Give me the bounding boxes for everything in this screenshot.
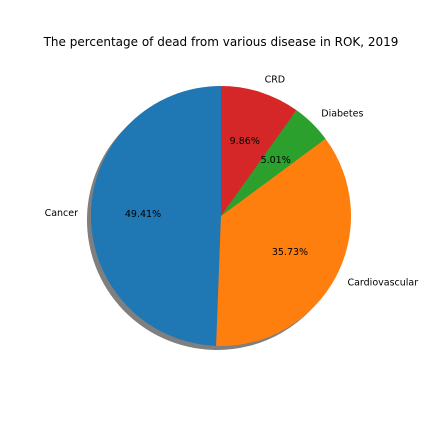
- pie-slice-cardiovascular: [216, 138, 352, 347]
- pie-slice-crd: [221, 86, 297, 216]
- pie-slice-diabetes: [221, 110, 326, 216]
- slice-label-diabetes: Diabetes: [321, 109, 363, 120]
- slice-label-cancer: Cancer: [45, 208, 79, 219]
- slice-label-cardiovascular: Cardiovascular: [347, 277, 418, 288]
- slice-label-crd: CRD: [265, 74, 286, 85]
- pie-slice-cancer: [90, 86, 221, 346]
- percent-label-cardiovascular: 35.73%: [272, 247, 308, 258]
- chart-title: The percentage of dead from various dise…: [43, 35, 399, 49]
- percent-label-crd: 9.86%: [230, 136, 260, 147]
- percent-label-diabetes: 5.01%: [261, 155, 291, 166]
- pie-labels: Cancer 49.41% Cardiovascular 35.73% Diabetes…: [45, 74, 419, 288]
- pie-slices: [90, 86, 352, 347]
- percent-label-cancer: 49.41%: [125, 209, 161, 220]
